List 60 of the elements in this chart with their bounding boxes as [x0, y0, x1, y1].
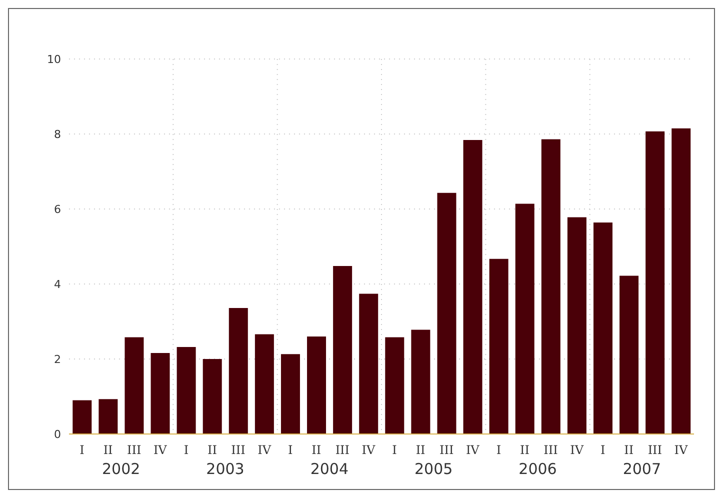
x-tick-label: III: [544, 443, 558, 457]
x-tick-label: III: [231, 443, 246, 457]
x-tick-label: IV: [153, 443, 168, 457]
x-tick-label: III: [335, 443, 350, 457]
y-tick-label: 0: [54, 428, 61, 441]
bar: [124, 337, 144, 434]
bar: [150, 353, 170, 434]
x-tick-label: II: [624, 443, 634, 457]
text: 2002: [102, 460, 140, 478]
x-tick-label: II: [103, 443, 114, 457]
bar: [541, 139, 560, 434]
x-tick-label: I: [288, 443, 293, 457]
bar: [228, 308, 248, 434]
x-tick-label: III: [439, 443, 454, 457]
bar: [646, 131, 665, 434]
bar: [411, 330, 430, 434]
x-tick-label: IV: [466, 443, 480, 457]
x-tick-label: II: [520, 443, 530, 457]
bar: [567, 217, 586, 434]
y-tick-label: 4: [54, 278, 61, 291]
x-tick-label: IV: [570, 443, 584, 457]
text: 2003: [206, 460, 244, 478]
bar: [515, 204, 534, 434]
y-tick-label: 6: [54, 202, 61, 216]
x-tick-label: I: [80, 443, 85, 457]
bar: [280, 354, 300, 434]
x-tick-label: IV: [362, 443, 376, 457]
bar: [489, 258, 508, 434]
text: 2005: [414, 460, 453, 478]
bar: [463, 140, 482, 434]
text: 2004: [310, 460, 349, 478]
text: 2007: [622, 460, 662, 478]
bar: [98, 399, 118, 434]
x-tick-label: III: [126, 443, 142, 457]
bar: [176, 347, 196, 434]
bar: [202, 359, 222, 434]
x-tick-label: I: [496, 443, 502, 457]
x-tick-label: II: [416, 443, 426, 457]
x-tick-label: I: [600, 443, 606, 457]
bar: [385, 337, 404, 434]
x-tick-label: II: [207, 443, 218, 457]
bar: [72, 400, 92, 434]
y-tick-label: 2: [54, 352, 61, 366]
text: 2006: [518, 460, 557, 478]
bar: [620, 276, 639, 434]
x-tick-label: I: [184, 443, 189, 457]
x-tick-label: II: [312, 443, 322, 457]
x-tick-label: III: [648, 443, 662, 457]
x-tick-label: IV: [674, 443, 688, 457]
bar: [593, 222, 612, 434]
bar: [672, 128, 691, 434]
bar: [359, 294, 378, 434]
y-tick-label: 8: [54, 128, 61, 141]
y-tick-label: 10: [47, 52, 61, 66]
x-tick-label: I: [392, 443, 398, 457]
bar: [307, 336, 326, 434]
bar: [333, 266, 352, 434]
bar: [254, 334, 274, 434]
x-tick-label: IV: [258, 443, 272, 457]
bar: [437, 192, 456, 434]
